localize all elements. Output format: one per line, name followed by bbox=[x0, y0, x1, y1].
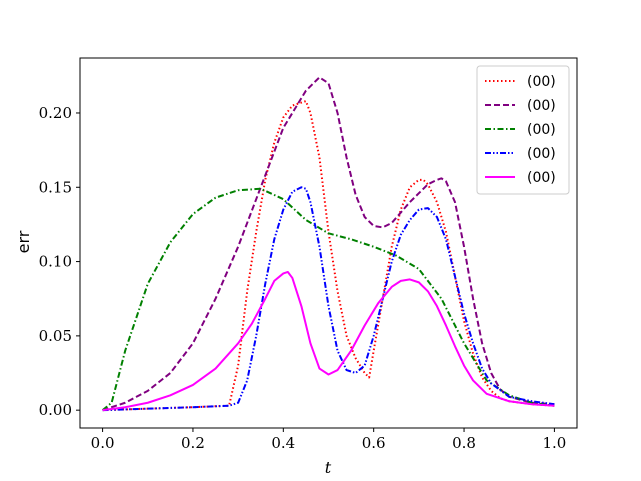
legend-label-2: (00) bbox=[527, 98, 556, 114]
legend-label-5: (00) bbox=[527, 170, 556, 186]
plot-frame bbox=[79, 57, 578, 429]
legend-label-3: (00) bbox=[527, 122, 556, 138]
x-tick-label: 0.4 bbox=[271, 434, 295, 452]
series-line-4 bbox=[102, 186, 555, 412]
legend-label-1: (00) bbox=[527, 74, 556, 90]
y-tick-label: 0.00 bbox=[39, 401, 72, 419]
series-line-2 bbox=[102, 76, 555, 412]
y-tick-label: 0.20 bbox=[39, 104, 72, 122]
y-tick-label: 0.05 bbox=[39, 327, 72, 345]
x-tick-label: 0.6 bbox=[362, 434, 386, 452]
y-axis-label: err bbox=[14, 230, 33, 253]
series-line-5 bbox=[102, 270, 555, 412]
y-tick-label: 0.15 bbox=[39, 178, 72, 196]
x-tick-label: 0.0 bbox=[91, 434, 115, 452]
series-line-3 bbox=[101, 187, 555, 411]
legend: (00) (00) (00) (00) (00) bbox=[476, 65, 570, 195]
x-tick-label: 1.0 bbox=[542, 434, 566, 452]
x-axis: 0.0 0.2 0.4 0.6 0.8 1.0 bbox=[91, 428, 566, 452]
x-axis-label: t bbox=[325, 458, 332, 477]
series-layer bbox=[101, 76, 555, 412]
x-tick-label: 0.2 bbox=[181, 434, 205, 452]
series-line-1 bbox=[102, 100, 555, 412]
y-tick-label: 0.10 bbox=[39, 253, 72, 271]
y-axis: 0.00 0.05 0.10 0.15 0.20 bbox=[39, 104, 80, 419]
legend-box bbox=[476, 65, 570, 195]
legend-label-4: (00) bbox=[527, 146, 556, 162]
x-tick-label: 0.8 bbox=[452, 434, 476, 452]
